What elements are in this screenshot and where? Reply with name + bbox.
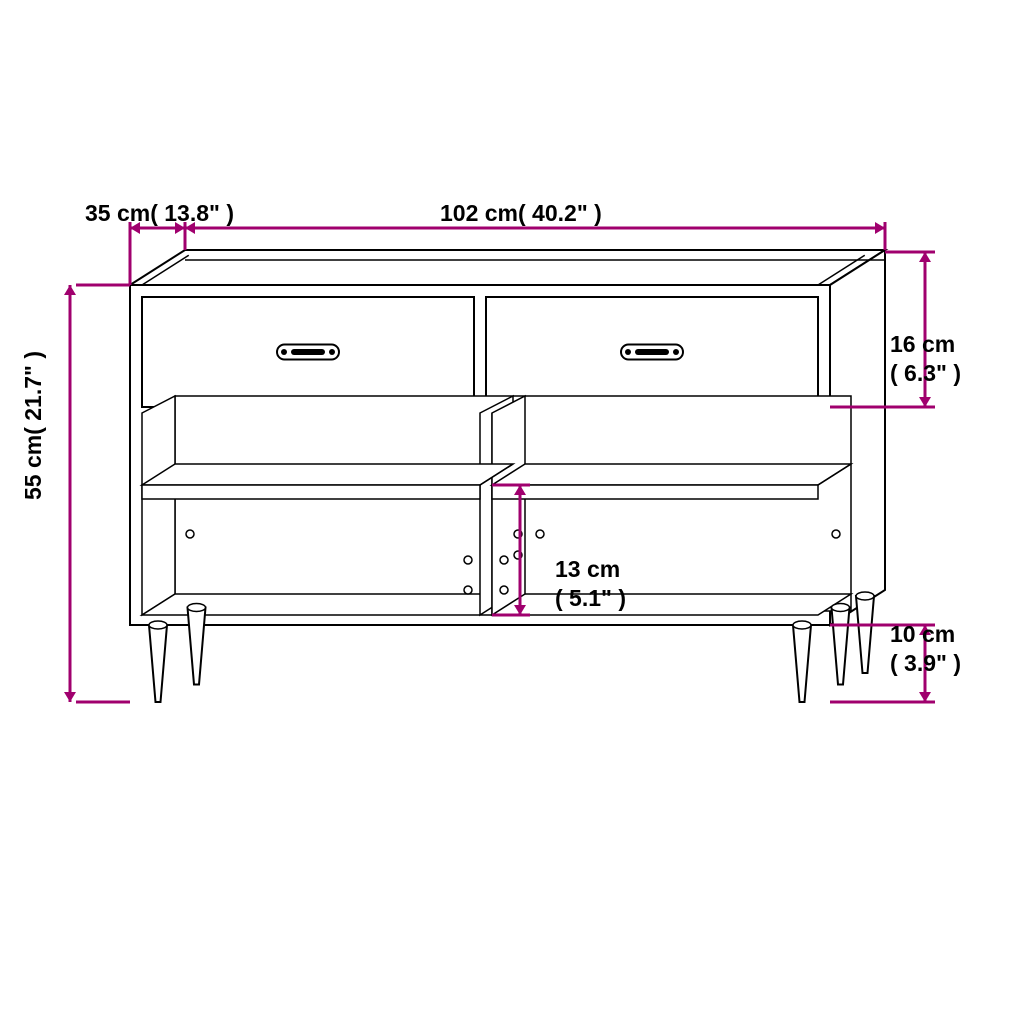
furniture-diagram xyxy=(0,0,1024,1024)
dim-label-height: 55 cm( 21.7" ) xyxy=(20,351,47,500)
dim-label-leg: 10 cm( 3.9" )10 cm( 3.9" ) xyxy=(890,620,961,678)
dim-label-depth: 35 cm( 13.8" ) xyxy=(85,200,234,227)
dim-label-width: 102 cm( 40.2" ) xyxy=(440,200,602,227)
dim-label-drawer: 16 cm( 6.3" )16 cm( 6.3" ) xyxy=(890,330,961,388)
dim-label-shelf: 13 cm( 5.1" )13 cm( 5.1" ) xyxy=(555,555,626,613)
